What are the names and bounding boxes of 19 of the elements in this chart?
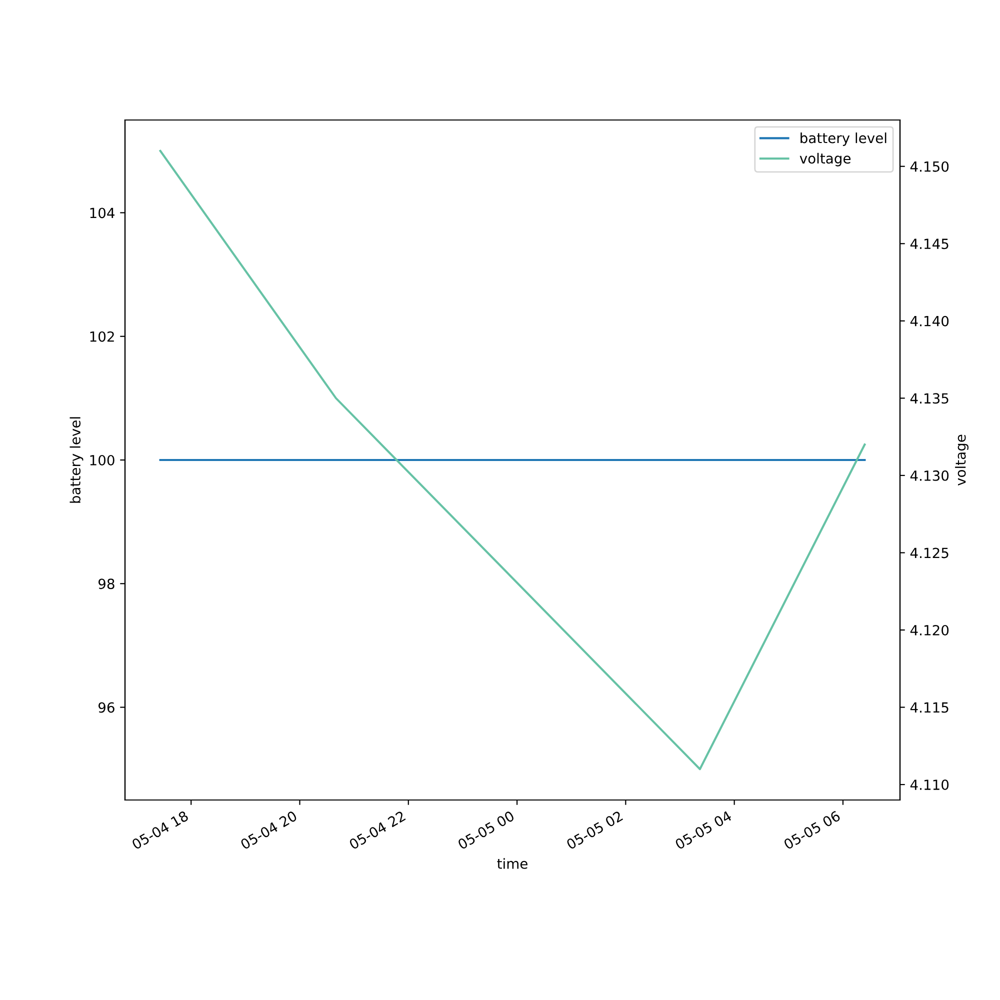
y2-tick-label: 4.135: [910, 393, 948, 404]
y-tick-label: 104: [90, 208, 114, 218]
y2-tick-label: 4.115: [910, 702, 948, 713]
y-tick-label: 100: [90, 454, 114, 466]
y2-tick-label: 4.110: [910, 780, 949, 790]
y-tick-label: 96: [98, 702, 114, 713]
y2-tick-label: 4.130: [910, 470, 949, 481]
legend-label: voltage: [800, 152, 851, 166]
y2-tick-label: 4.140: [910, 316, 949, 326]
y-axis-title: battery level: [70, 417, 84, 503]
y2-tick-label: 4.150: [910, 161, 949, 172]
y2-tick-label: 4.145: [910, 238, 948, 250]
legend-label: battery level: [800, 132, 886, 146]
y-tick-label: 102: [90, 331, 114, 342]
y2-tick-label: 4.125: [910, 548, 948, 558]
y2-axis-title: voltage: [955, 434, 968, 486]
y2-tick-label: 4.120: [910, 624, 949, 636]
y-tick-label: 98: [98, 578, 114, 590]
x-axis-title: time: [497, 858, 528, 869]
